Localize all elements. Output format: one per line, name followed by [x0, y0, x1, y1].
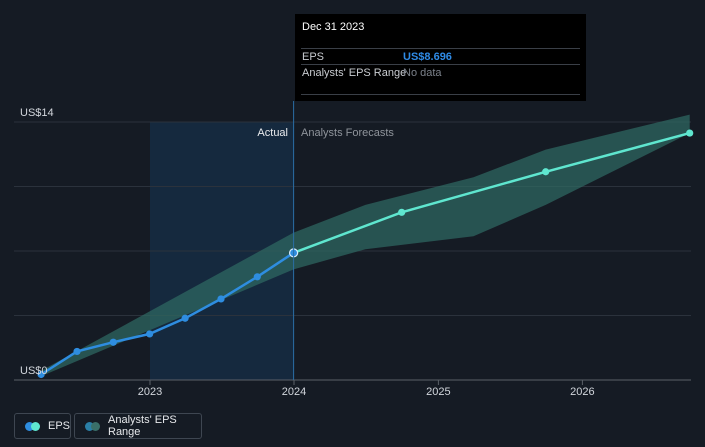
tooltip-range-key: Analysts' EPS Range [302, 67, 407, 79]
eps-actual-point [146, 330, 154, 338]
x-tick-label: 2025 [426, 386, 450, 398]
eps-actual-point [253, 273, 261, 281]
y-axis-bottom-label: US$0 [20, 365, 48, 377]
eps-forecast-point [542, 168, 550, 176]
x-tick-label: 2023 [138, 386, 162, 398]
tooltip-divider [301, 64, 580, 65]
eps-forecast-point [398, 208, 406, 216]
eps-actual-point [217, 295, 225, 303]
eps-series [37, 129, 694, 379]
eps-actual-point [37, 370, 45, 379]
tooltip-divider [301, 94, 580, 95]
eps-actual-point [73, 347, 81, 356]
tooltip-date: Dec 31 2023 [302, 21, 365, 33]
eps-range-band [41, 114, 690, 377]
y-axis-top-label: US$14 [20, 107, 54, 119]
legend-item-eps-range[interactable]: Analysts' EPS Range [74, 413, 202, 439]
forecast-label: Analysts Forecasts [301, 127, 394, 139]
tooltip-eps-key: EPS [302, 51, 325, 63]
eps-legend-icon [25, 421, 40, 431]
eps-forecast-line [293, 131, 691, 254]
actual-label: Actual [257, 127, 288, 139]
tooltip-divider [301, 48, 580, 49]
tooltip-range-value: No data [403, 67, 442, 79]
eps-actual-line [40, 251, 295, 376]
range-legend-icon [85, 421, 100, 431]
x-tick-label: 2024 [282, 386, 306, 398]
eps-forecast-point [686, 129, 694, 137]
eps-actual-point [181, 314, 189, 322]
legend-eps-label: EPS [48, 420, 71, 432]
eps-actual-point [109, 338, 117, 346]
x-axis: 2023 2024 2025 2026 [138, 380, 595, 398]
legend-range-label: Analysts' EPS Range [108, 414, 177, 438]
eps-range-area [41, 114, 690, 377]
x-tick-label: 2026 [570, 386, 594, 398]
legend-item-eps[interactable]: EPS [14, 413, 71, 439]
tooltip: Dec 31 2023 EPS US$8.696 Analysts' EPS R… [295, 14, 586, 101]
tooltip-eps-value: US$8.696 [403, 51, 452, 63]
